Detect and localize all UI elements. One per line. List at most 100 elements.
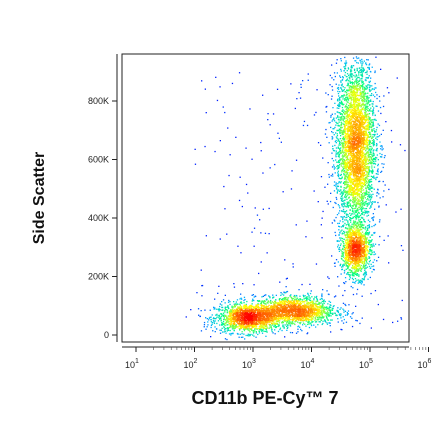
event-dot [368,265,371,268]
event-dot [341,169,343,172]
event-dot [350,285,352,288]
event-dot [360,181,362,183]
event-dot [264,232,267,234]
event-dot [340,178,342,180]
event-dot [348,97,351,99]
event-dot [291,299,293,301]
event-dot [336,165,338,168]
event-dot [368,227,371,229]
event-dot [347,144,350,147]
event-dot [357,183,359,185]
event-dot [343,70,345,72]
event-dot [201,295,203,297]
event-dot [371,184,373,186]
event-dot [284,317,286,319]
event-dot [218,317,220,319]
event-dot [214,307,216,309]
event-dot [347,239,349,241]
event-dot [203,324,206,326]
event-dot [260,232,262,234]
event-dot [352,85,354,87]
event-dot [331,136,333,138]
event-dot [361,281,363,283]
event-dot [297,328,299,330]
event-dot [346,201,348,203]
event-dot [374,223,376,226]
event-dot [340,121,342,123]
event-dot [249,108,251,110]
event-dot [356,222,358,224]
event-dot [272,332,274,334]
event-dot [243,304,246,306]
event-dot [352,268,354,270]
event-dot [349,74,351,76]
event-dot [382,180,384,183]
event-dot [328,142,330,144]
event-dot [338,246,341,249]
event-dot [340,189,342,191]
event-dot [349,225,351,227]
event-dot [380,68,382,70]
event-dot [274,323,276,325]
event-dot [342,130,344,132]
event-dot [295,301,298,303]
event-dot [252,331,255,333]
event-dot [288,300,290,302]
event-dot [200,269,202,271]
event-dot [339,244,342,247]
event-dot [383,163,385,165]
event-dot [205,317,207,319]
event-dot [291,332,294,334]
event-dot [345,160,347,162]
event-dot [328,308,331,310]
event-dot [361,66,363,68]
event-dot [354,60,356,62]
event-dot [254,330,256,332]
event-dot [351,178,353,180]
event-dot [350,193,353,195]
event-dot [282,325,284,327]
event-dot [376,157,378,159]
event-dot [349,111,351,114]
event-dot [344,144,347,146]
event-dot [221,327,223,329]
event-dot [351,116,353,118]
event-dot [344,71,347,74]
event-dot [352,293,355,296]
event-dot [372,261,374,263]
event-dot [343,151,345,153]
event-dot [369,143,371,146]
event-dot [342,166,344,168]
event-dot [346,265,348,267]
event-dot [358,193,360,196]
event-dot [364,137,366,139]
event-dot [335,83,337,85]
event-dot [365,132,367,134]
event-dot [370,151,372,153]
event-dot [346,135,348,137]
event-dot [334,312,336,314]
event-dot [344,222,346,225]
event-dot [339,264,341,267]
event-dot [230,334,232,336]
event-dot [351,174,353,176]
event-dot [357,203,359,205]
event-dot [370,175,372,177]
event-dot [252,294,254,296]
event-dot [341,255,343,257]
event-dot [396,77,398,79]
event-dot [377,136,379,138]
event-dot [357,221,359,223]
event-dot [339,164,341,166]
event-dot [358,231,360,233]
event-dot [290,188,293,190]
event-dot [335,183,337,186]
event-dot [354,81,356,83]
event-dot [216,316,218,318]
event-dot [345,143,347,145]
event-dot [229,318,232,320]
event-dot [358,215,360,217]
event-dot [392,321,394,324]
event-dot [356,186,358,188]
event-dot [231,332,233,335]
